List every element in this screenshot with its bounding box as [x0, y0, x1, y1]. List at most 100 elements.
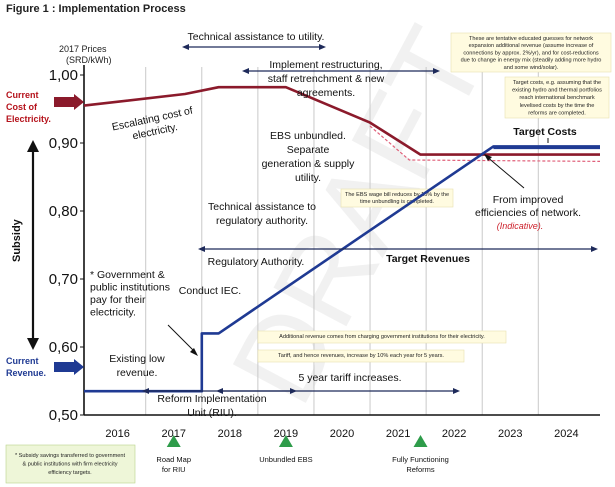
ebs-unbundled-label-line-2: Separate — [287, 144, 330, 156]
existing-low-revenue-label-line-1: Existing low — [109, 353, 165, 365]
target-revenues-label: Target Revenues — [386, 253, 470, 265]
arrow-reform-unit-head-right — [290, 388, 297, 394]
note-tariff-line-1: Tariff, and hence revenues, increase by … — [278, 353, 444, 359]
implement-restructuring-label-line-2: staff retrenchment & new — [268, 73, 385, 85]
target-costs-label: Target Costs — [513, 126, 577, 138]
y-tick-label-0,50: 0,50 — [49, 407, 78, 424]
existing-low-revenue-label-line-2: revenue. — [117, 367, 158, 379]
note-target-costs-line-4: levelised costs by the time the — [520, 103, 595, 109]
note-target-costs-line-2: existing hydro and thermal portfolios — [512, 88, 602, 94]
arrow-implement-restructuring-head-right — [433, 68, 440, 74]
current-revenue-label-line-1: Current — [6, 356, 39, 366]
note-tariff-box — [257, 349, 465, 363]
regulatory-authority-label: Regulatory Authority. — [208, 256, 305, 268]
arrow-technical-assistance-utility-head-right — [319, 44, 326, 50]
government-label-line-4: electricity. — [90, 307, 136, 319]
improved-efficiencies-label-line-2: efficiencies of network. — [475, 207, 581, 219]
current-revenue-label-line-2: Revenue. — [6, 368, 46, 378]
current-cost-arrow — [54, 94, 84, 110]
ebs-unbundled-label-line-3: generation & supply — [262, 158, 356, 170]
y-unit-line1: 2017 Prices — [59, 44, 107, 54]
series-line-cost — [83, 85, 600, 156]
note-ebs-wage-line-1: The EBS wage bill reduces by 15% by the — [345, 192, 449, 198]
technical-assistance-regulator-label-line-1: Technical assistance to — [208, 201, 316, 213]
note-target-costs-line-1: Target costs, e.g. assuming that the — [513, 80, 601, 86]
technical-assistance-regulator-label-line-2: regulatory authority. — [216, 215, 308, 227]
y-tick-label-1,00: 1,00 — [49, 67, 78, 84]
note-target-costs-line-5: reforms are completed. — [528, 110, 586, 116]
arrow-regulatory-authority-head-right — [591, 246, 598, 252]
y-tick-label-0,70: 0,70 — [49, 271, 78, 288]
labels-layer: Current Cost of Electricity. Current Revenue… — [6, 31, 581, 419]
note-ebs-wage-line-2: time unbundling is completed. — [360, 199, 434, 205]
x-tick-label-2020: 2020 — [330, 428, 354, 440]
axes-layer: 1,00 0,90 0,80 0,70 0,60 0,50 2016 2017 2018 2019… — [49, 65, 600, 440]
milestone-2-label-line-1: Unbundled EBS — [259, 455, 312, 464]
current-revenue-arrow — [54, 359, 84, 375]
milestone-1-label-line-1: Road Map — [156, 455, 191, 464]
arrow-technical-assistance-utility-head-left — [182, 44, 189, 50]
efficiency-pointer-head — [484, 154, 492, 161]
note-top-right-line-4: due to change in energy mix (steadily ad… — [461, 58, 602, 64]
arrow-implement-restructuring-head-left — [242, 68, 249, 74]
note-subsidy-savings-line-1: * Subsidy savings transferred to governm… — [15, 453, 126, 459]
x-tick-label-2023: 2023 — [498, 428, 522, 440]
arrow-reform-unit-head-left — [142, 388, 149, 394]
x-tick-label-2019: 2019 — [274, 428, 298, 440]
x-tick-label-2024: 2024 — [554, 428, 578, 440]
current-cost-label-line-1: Current — [6, 90, 39, 100]
implement-restructuring-label-line-1: Implement restructuring, — [269, 59, 382, 71]
x-tick-label-2018: 2018 — [218, 428, 242, 440]
note-top-right-line-2: expansion additional revenue (assume inc… — [469, 43, 594, 49]
subsidy-label: Subsidy — [11, 218, 23, 262]
figure-title: Figure 1 : Implementation Process — [6, 3, 186, 15]
subsidy-arrow — [27, 140, 39, 350]
note-top-right-box — [450, 32, 612, 73]
technical-assistance-utility-label: Technical assistance to utility. — [188, 31, 325, 43]
efficiency-pointer — [485, 155, 525, 189]
note-top-right-line-5: and some wind/solar). — [504, 65, 559, 71]
series-line-cost_dashed — [369, 125, 601, 162]
milestone-1-label-line-2: for RIU — [162, 465, 186, 474]
five-year-tariff-label: 5 year tariff increases. — [298, 372, 401, 384]
x-tick-label-2016: 2016 — [105, 428, 129, 440]
arrows-layer — [142, 44, 598, 394]
current-cost-label-line-2: Cost of — [6, 102, 38, 112]
reform-unit-label-line-2: Unit (RIU). — [187, 407, 237, 419]
arrow-five-year-tariff-head-right — [453, 388, 460, 394]
note-additional-revenue-box — [257, 330, 507, 344]
government-label-line-2: public institutions — [90, 282, 170, 294]
government-label-line-3: pay for their — [90, 294, 146, 306]
x-tick-label-2022: 2022 — [442, 428, 466, 440]
grid-layer — [145, 67, 539, 415]
x-tick-label-2021: 2021 — [386, 428, 410, 440]
conduct-iec-label: Conduct IEC. — [179, 285, 241, 297]
y-tick-label-0,60: 0,60 — [49, 339, 78, 356]
note-target-costs-box — [504, 76, 610, 119]
current-cost-label-line-3: Electricity. — [6, 114, 51, 124]
y-unit-line2: (SRD/kWh) — [66, 55, 112, 65]
note-top-right-line-1: These are tentative educated guesses for… — [469, 36, 593, 42]
notes-layer: These are tentative educated guesses for… — [5, 32, 612, 484]
ebs-unbundled-label-line-4: utility. — [295, 172, 321, 184]
x-tick-label-2017: 2017 — [161, 428, 185, 440]
reform-unit-label-line-1: Reform Implementation — [157, 393, 266, 405]
ebs-unbundled-label-line-1: EBS unbundled. — [270, 130, 346, 142]
note-top-right-line-3: connections by approx. 2%/yr), and for c… — [463, 50, 598, 56]
y-tick-label-0,90: 0,90 — [49, 135, 78, 152]
milestone-triangle-1 — [166, 435, 181, 447]
government-pointer-head — [190, 348, 198, 356]
government-label-line-1: * Government & — [90, 269, 165, 281]
note-subsidy-savings-line-3: efficiency targets. — [48, 470, 92, 476]
milestone-3-label-line-1: Fully Functioning — [392, 455, 449, 464]
improved-efficiencies-label-line-1: From improved — [493, 194, 564, 206]
note-subsidy-savings-line-2: & public institutions with firm electric… — [22, 462, 117, 468]
indicative-label: (Indicative). — [497, 221, 544, 231]
milestone-3-label-line-2: Reforms — [406, 465, 435, 474]
milestone-triangle-3 — [413, 435, 428, 447]
milestone-triangle-2 — [278, 435, 293, 447]
arrow-regulatory-authority-head-left — [198, 246, 205, 252]
